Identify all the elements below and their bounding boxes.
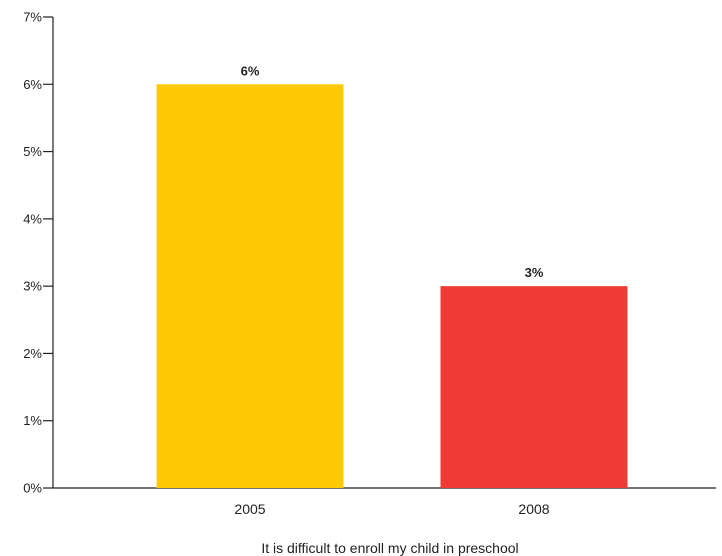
bars <box>156 84 628 489</box>
bar-2005 <box>156 84 344 489</box>
category-labels: 2005 2008 <box>234 501 549 517</box>
y-tick-label: 3% <box>23 279 42 294</box>
value-labels: 6% 3% <box>241 63 544 280</box>
y-tick-label: 0% <box>23 481 42 496</box>
y-tick-label: 6% <box>23 77 42 92</box>
y-tick-label: 7% <box>23 10 42 25</box>
category-label-2008: 2008 <box>518 501 549 517</box>
y-tick-label: 4% <box>23 211 42 226</box>
y-axis: 0% 1% 2% 3% 4% 5% 6% 7% <box>23 10 54 496</box>
x-axis-title: It is difficult to enroll my child in pr… <box>261 540 518 556</box>
category-label-2005: 2005 <box>234 501 265 517</box>
value-label-2008: 3% <box>525 265 544 280</box>
bar-2008 <box>440 286 628 488</box>
y-tick-label: 2% <box>23 346 42 361</box>
y-tick-label: 5% <box>23 144 42 159</box>
value-label-2005: 6% <box>241 63 260 78</box>
y-tick-label: 1% <box>23 413 42 428</box>
